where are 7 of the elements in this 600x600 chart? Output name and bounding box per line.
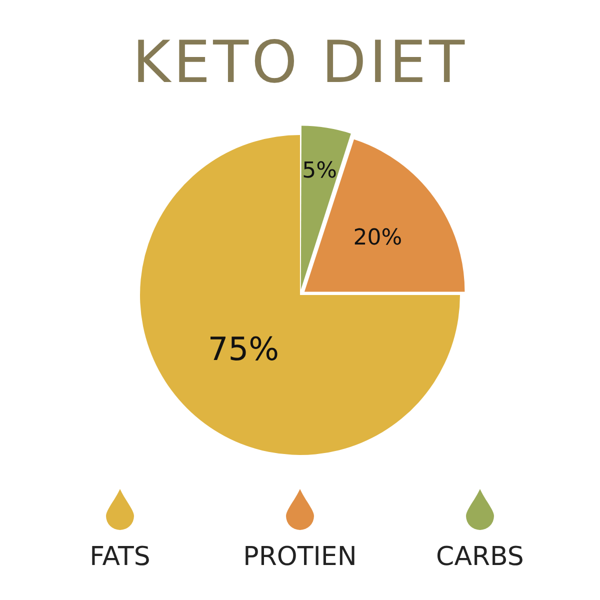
data-label: 75% (208, 330, 279, 368)
legend-label: PROTIEN (243, 542, 357, 572)
chart-title: KETO DIET (131, 28, 469, 96)
legend-label: FATS (90, 542, 150, 572)
data-label: 5% (302, 158, 337, 184)
legend-label: CARBS (436, 542, 524, 572)
data-label: 20% (353, 225, 402, 250)
